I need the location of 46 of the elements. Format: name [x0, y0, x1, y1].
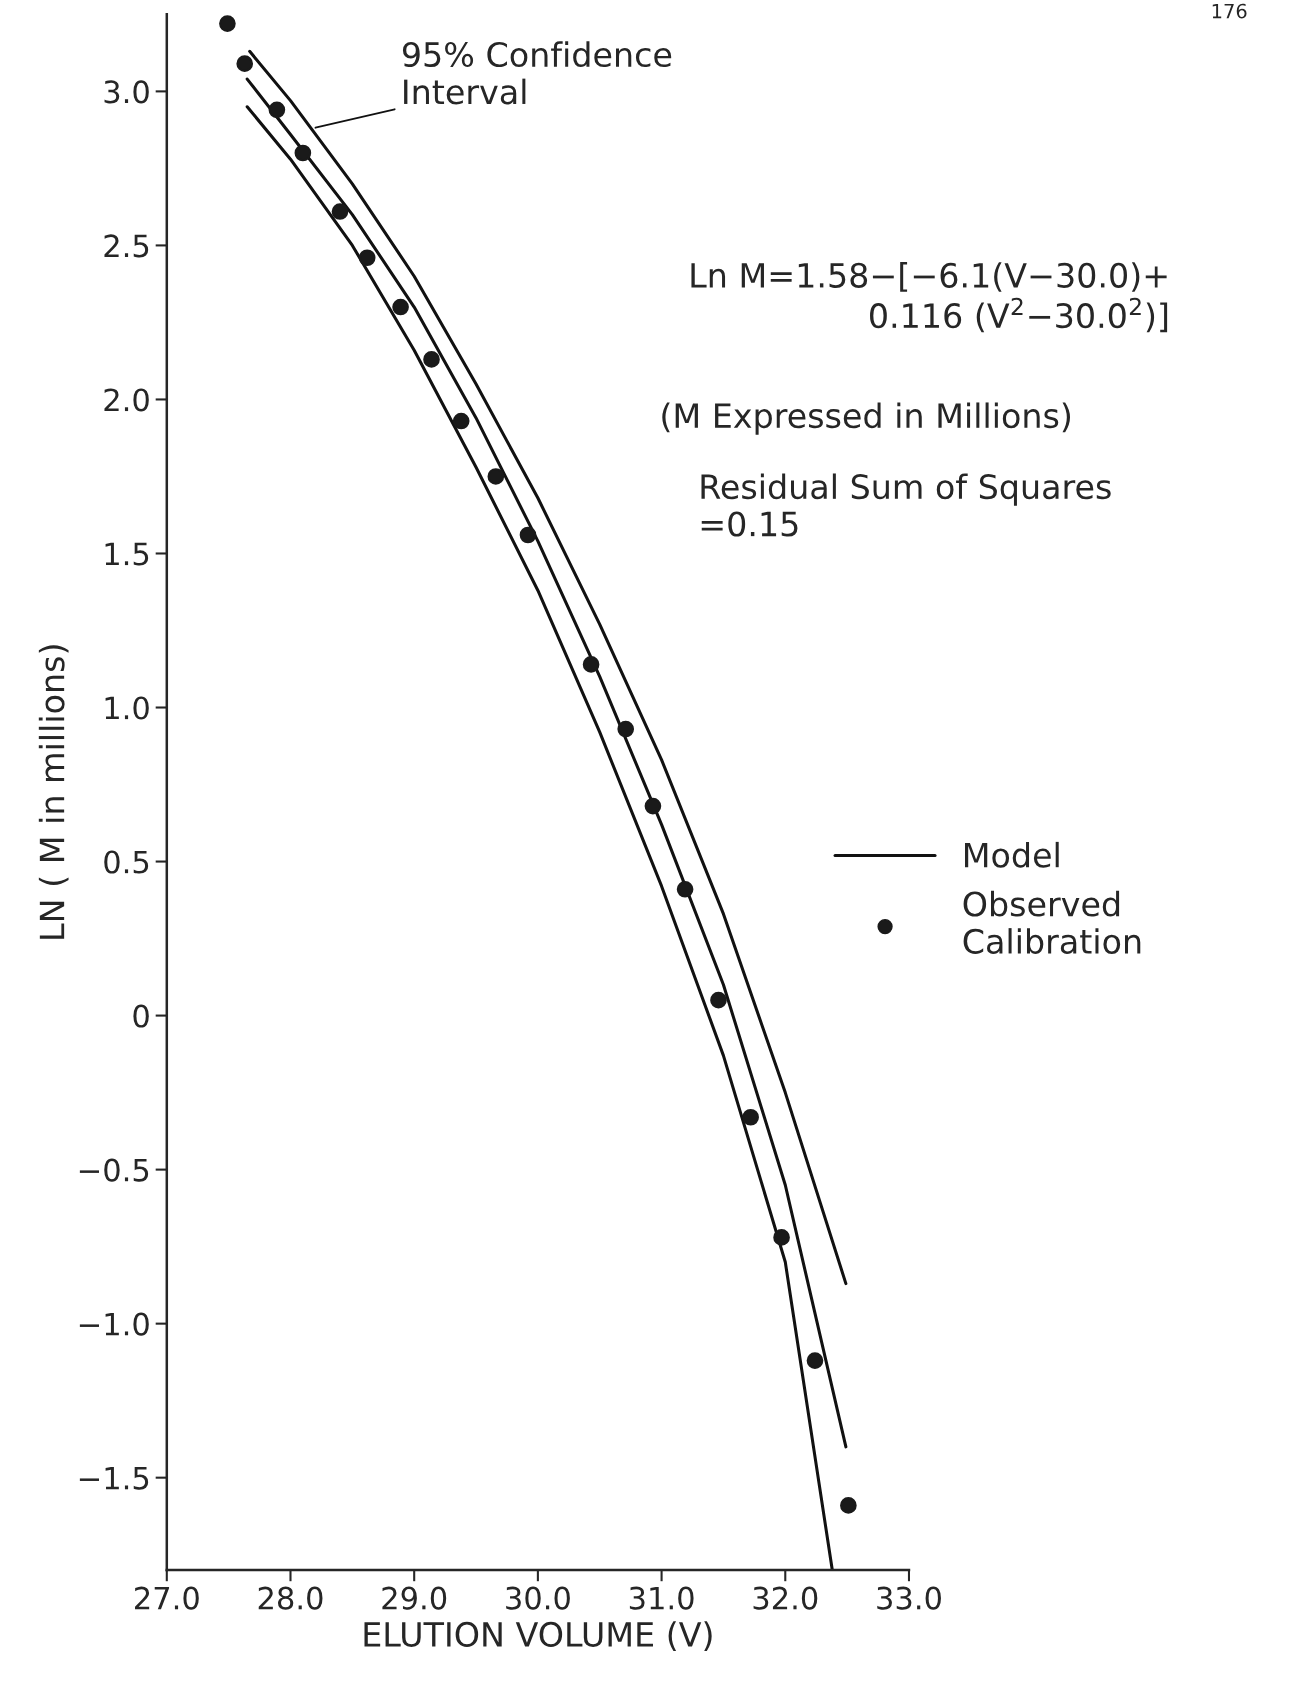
point [219, 15, 236, 32]
y-tick-label: 0 [133, 1004, 149, 1028]
point [294, 144, 312, 162]
x-tick-label: 32.0 [753, 1586, 818, 1610]
point [773, 1229, 790, 1246]
y-tick-label: 2.0 [104, 388, 149, 412]
point [644, 797, 662, 815]
text: 176 [1212, 3, 1247, 19]
x-tick-label: 27.0 [135, 1586, 199, 1610]
x-tick-label: 30.0 [506, 1586, 570, 1610]
point [358, 249, 376, 267]
y-tick-label: −1.0 [79, 1312, 149, 1336]
point [236, 55, 254, 72]
point [617, 720, 635, 738]
point [806, 1352, 824, 1369]
point [676, 880, 694, 898]
point [452, 412, 470, 430]
x-tick-label: 31.0 [629, 1586, 694, 1610]
x-tick-label: 29.0 [382, 1586, 447, 1610]
point [519, 526, 537, 544]
point [742, 1108, 759, 1126]
point [487, 468, 505, 485]
point [423, 351, 440, 368]
y-tick-label: −1.5 [79, 1467, 149, 1490]
x-tick-label: 33.0 [877, 1586, 941, 1610]
x-axis-title: ELUTION VOLUME (V) [364, 1621, 712, 1651]
point [710, 991, 727, 1009]
y-tick-label: 1.0 [105, 696, 149, 720]
legend-label: Observed Calibration [963, 890, 1141, 954]
y-tick-label: 3.0 [104, 80, 149, 104]
point [331, 203, 349, 220]
y-tick-label: −0.5 [79, 1158, 149, 1182]
point [392, 298, 409, 316]
x-tick-label: 28.0 [258, 1586, 323, 1610]
y-axis-title: LN ( M in millions) [38, 645, 69, 939]
legend-label: Model [965, 841, 1059, 868]
annotation: Ln M=1.58−[−6.1(V−30.0)+ 0.116 (V$^{2}$−30.0$^{2}$)] [691, 262, 1168, 333]
annotation: Residual Sum of Squares =0.15 [701, 473, 1111, 537]
y-tick-label: 1.5 [105, 542, 149, 566]
y-tick-label: 0.5 [104, 850, 149, 874]
point [582, 656, 600, 673]
point [268, 101, 286, 119]
annotation: (M Expressed in Millions) [662, 402, 1071, 435]
y-tick-label: 2.5 [104, 234, 149, 258]
point [840, 1497, 857, 1514]
annotation: 95% Confidence Interval [402, 41, 672, 105]
